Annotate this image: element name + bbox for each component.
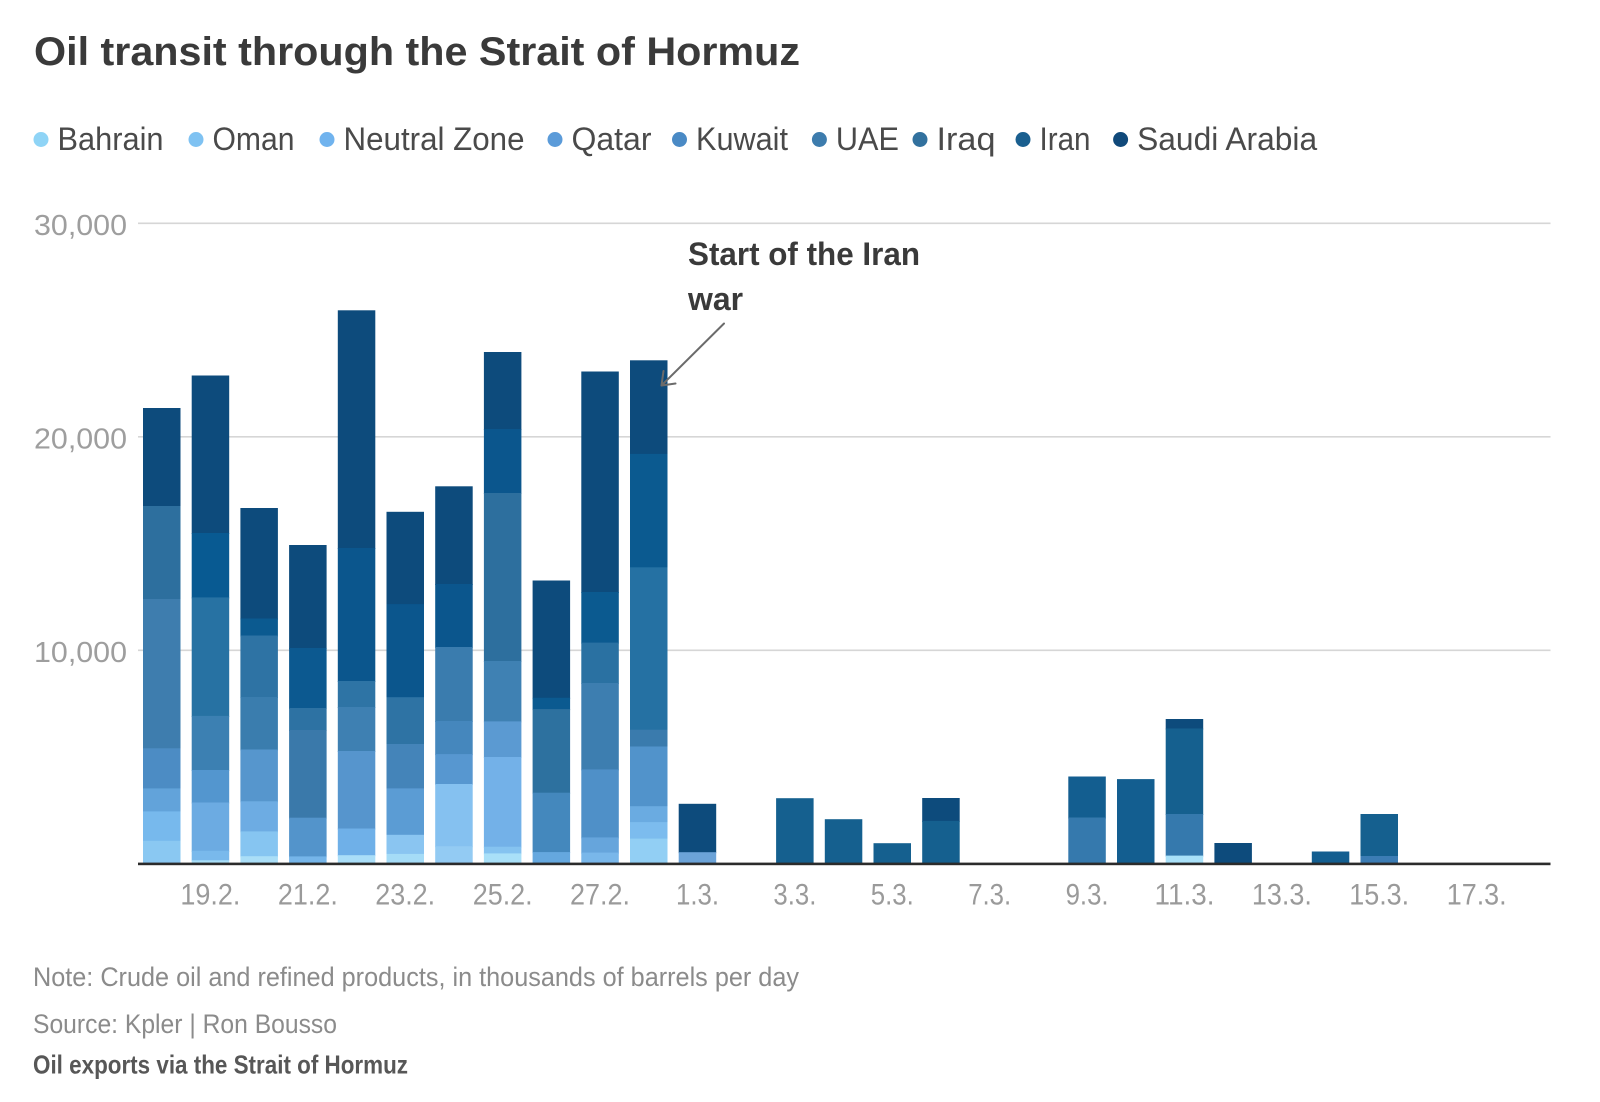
- svg-text:Neutral Zone: Neutral Zone: [344, 121, 525, 157]
- svg-text:Iran: Iran: [1040, 121, 1091, 157]
- svg-text:Note: Crude oil and refined pr: Note: Crude oil and refined products, in…: [33, 962, 799, 992]
- svg-text:9.3.: 9.3.: [1066, 879, 1109, 912]
- svg-text:UAE: UAE: [836, 121, 899, 157]
- svg-text:27.2.: 27.2.: [570, 879, 630, 912]
- svg-text:1.3.: 1.3.: [676, 879, 719, 912]
- svg-text:Oman: Oman: [213, 121, 295, 157]
- svg-text:5.3.: 5.3.: [871, 879, 914, 912]
- svg-text:17.3.: 17.3.: [1447, 879, 1507, 912]
- svg-text:Start of the Iran: Start of the Iran: [688, 236, 920, 272]
- svg-text:Bahrain: Bahrain: [58, 121, 164, 157]
- svg-text:Qatar: Qatar: [572, 121, 652, 157]
- svg-text:Source: Kpler | Ron Bousso: Source: Kpler | Ron Bousso: [33, 1009, 337, 1039]
- svg-text:war: war: [687, 281, 743, 317]
- svg-text:15.3.: 15.3.: [1349, 879, 1409, 912]
- svg-text:Iraq: Iraq: [937, 121, 996, 157]
- svg-text:Saudi Arabia: Saudi Arabia: [1137, 121, 1317, 157]
- svg-text:30,000: 30,000: [34, 210, 127, 242]
- svg-text:7.3.: 7.3.: [968, 879, 1011, 912]
- svg-text:Kuwait: Kuwait: [696, 121, 788, 157]
- svg-text:Oil transit through the Strait: Oil transit through the Strait of Hormuz: [34, 30, 800, 74]
- svg-text:10,000: 10,000: [34, 637, 127, 669]
- svg-text:19.2.: 19.2.: [180, 879, 240, 912]
- svg-text:11.3.: 11.3.: [1155, 879, 1215, 912]
- svg-text:21.2.: 21.2.: [278, 879, 338, 912]
- svg-text:20,000: 20,000: [34, 423, 127, 455]
- svg-text:3.3.: 3.3.: [773, 879, 816, 912]
- svg-text:13.3.: 13.3.: [1252, 879, 1312, 912]
- svg-text:23.2.: 23.2.: [375, 879, 435, 912]
- svg-text:25.2.: 25.2.: [473, 879, 533, 912]
- svg-text:Oil exports via the Strait of: Oil exports via the Strait of Hormuz: [33, 1049, 408, 1079]
